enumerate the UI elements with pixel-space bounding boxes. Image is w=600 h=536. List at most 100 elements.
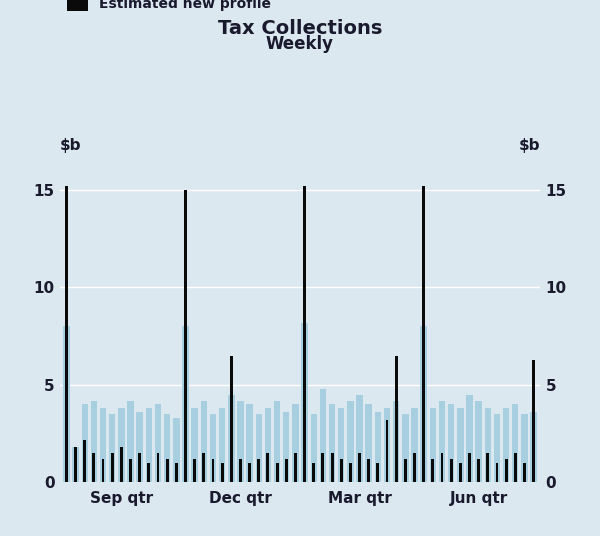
Bar	[523, 463, 526, 482]
Bar	[340, 459, 343, 482]
Bar	[322, 453, 325, 482]
Bar	[294, 453, 297, 482]
Bar	[136, 412, 143, 482]
Bar	[292, 405, 299, 482]
Bar	[475, 400, 482, 482]
Bar	[83, 440, 86, 482]
Bar	[303, 186, 306, 482]
Bar	[421, 326, 427, 482]
Bar	[329, 405, 335, 482]
Bar	[237, 400, 244, 482]
Bar	[182, 326, 189, 482]
Bar	[120, 448, 123, 482]
Bar	[92, 453, 95, 482]
Bar	[374, 412, 381, 482]
Bar	[175, 463, 178, 482]
Bar	[275, 463, 278, 482]
Bar	[210, 414, 216, 482]
Bar	[466, 394, 473, 482]
Bar	[247, 405, 253, 482]
Bar	[386, 420, 388, 482]
Bar	[358, 453, 361, 482]
Bar	[184, 190, 187, 482]
Bar	[74, 448, 77, 482]
Bar	[202, 453, 205, 482]
Bar	[100, 408, 106, 482]
Bar	[219, 408, 226, 482]
Bar	[505, 459, 508, 482]
Bar	[384, 408, 390, 482]
Bar	[228, 394, 235, 482]
Bar	[148, 463, 150, 482]
Bar	[111, 453, 113, 482]
Bar	[109, 414, 115, 482]
Bar	[200, 400, 207, 482]
Text: Tax Collections: Tax Collections	[218, 19, 382, 38]
Bar	[301, 323, 308, 482]
Bar	[164, 414, 170, 482]
Bar	[285, 459, 288, 482]
Bar	[257, 459, 260, 482]
Bar	[155, 405, 161, 482]
Bar	[312, 463, 315, 482]
Bar	[138, 453, 141, 482]
Bar	[514, 453, 517, 482]
Bar	[212, 459, 214, 482]
Bar	[73, 448, 79, 482]
Bar	[320, 389, 326, 482]
Bar	[496, 463, 499, 482]
Bar	[376, 463, 379, 482]
Text: $b: $b	[518, 138, 540, 153]
Bar	[338, 408, 344, 482]
Bar	[440, 453, 443, 482]
Bar	[347, 400, 353, 482]
Bar	[365, 405, 372, 482]
Bar	[146, 408, 152, 482]
Bar	[101, 459, 104, 482]
Bar	[248, 463, 251, 482]
Bar	[311, 414, 317, 482]
Bar	[532, 360, 535, 482]
Bar	[173, 418, 179, 482]
Bar	[413, 453, 416, 482]
Bar	[356, 394, 363, 482]
Bar	[230, 356, 233, 482]
Bar	[127, 400, 134, 482]
Bar	[422, 186, 425, 482]
Bar	[266, 453, 269, 482]
Bar	[521, 414, 527, 482]
Bar	[448, 405, 454, 482]
Bar	[191, 408, 198, 482]
Bar	[239, 459, 242, 482]
Bar	[274, 400, 280, 482]
Text: Weekly: Weekly	[266, 35, 334, 53]
Bar	[256, 414, 262, 482]
Bar	[439, 400, 445, 482]
Bar	[283, 412, 289, 482]
Bar	[157, 453, 160, 482]
Bar	[82, 405, 88, 482]
Bar	[221, 463, 224, 482]
Bar	[477, 459, 480, 482]
Bar	[512, 405, 518, 482]
Bar	[118, 408, 125, 482]
Bar	[431, 459, 434, 482]
Bar	[129, 459, 132, 482]
Text: $b: $b	[60, 138, 82, 153]
Legend: Previous profile, Estimated new profile: Previous profile, Estimated new profile	[67, 0, 271, 11]
Bar	[457, 408, 464, 482]
Bar	[91, 400, 97, 482]
Bar	[487, 453, 489, 482]
Bar	[393, 400, 400, 482]
Bar	[411, 408, 418, 482]
Bar	[63, 326, 70, 482]
Bar	[450, 459, 452, 482]
Bar	[468, 453, 471, 482]
Bar	[331, 453, 334, 482]
Bar	[349, 463, 352, 482]
Bar	[166, 459, 169, 482]
Bar	[430, 408, 436, 482]
Bar	[402, 414, 409, 482]
Bar	[65, 186, 68, 482]
Bar	[367, 459, 370, 482]
